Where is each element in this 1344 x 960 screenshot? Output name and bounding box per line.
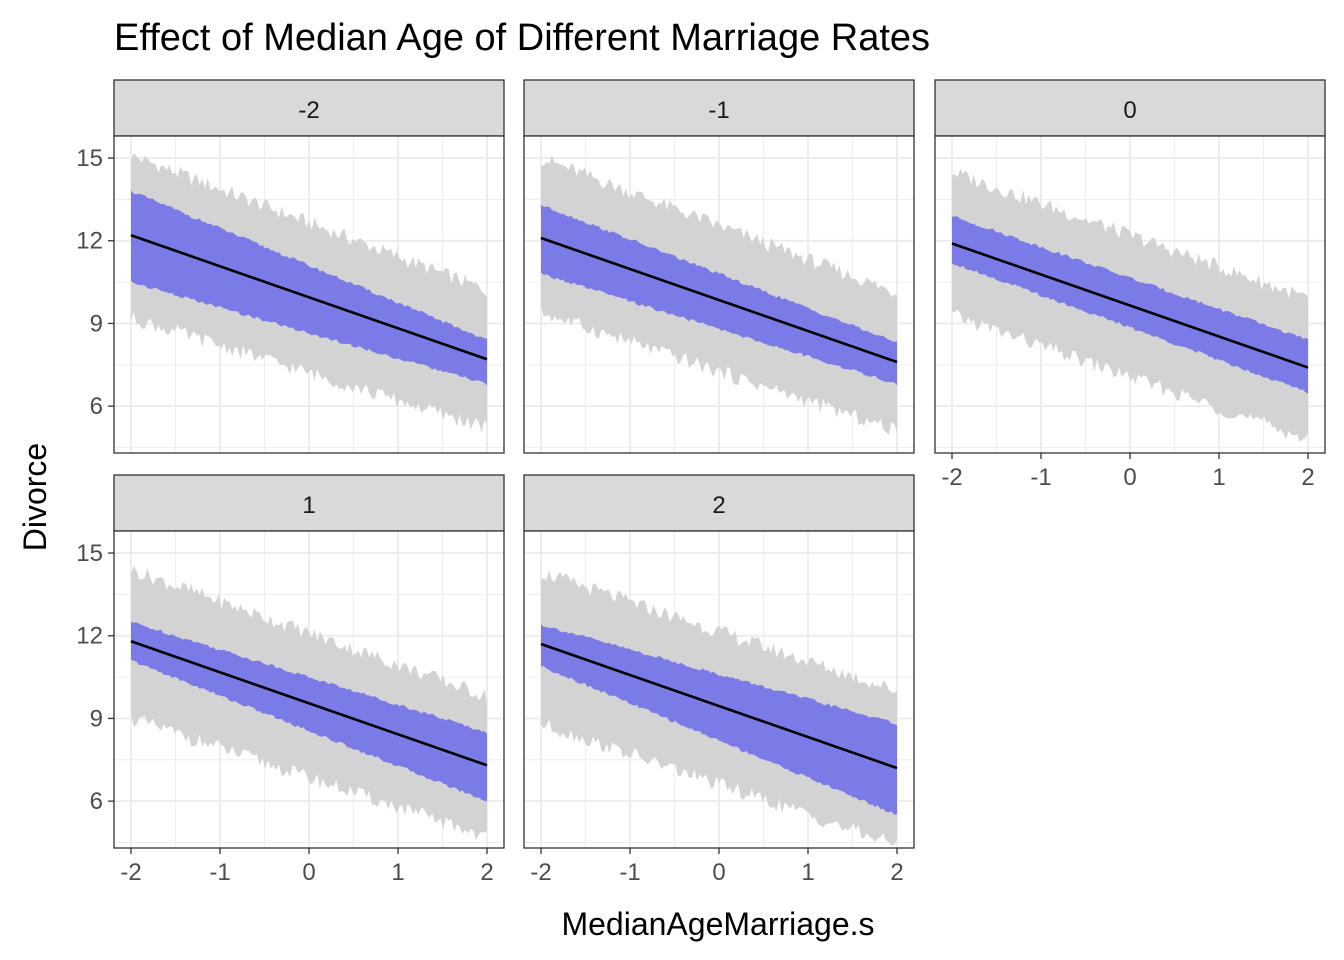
x-tick-label: -2 xyxy=(530,859,551,886)
facet-panel--2: -2 6 9 12 15 xyxy=(76,79,505,454)
facet-strip-label: 2 xyxy=(712,492,725,519)
facet-strip xyxy=(523,79,915,137)
mean-line xyxy=(130,640,488,767)
facet-strip-label: -2 xyxy=(298,97,319,124)
y-tick-label: 6 xyxy=(90,393,103,420)
mean-interval-band xyxy=(131,190,487,386)
facet-strip xyxy=(934,79,1326,137)
mean-line xyxy=(130,234,488,361)
mean-line xyxy=(951,242,1309,369)
facet-panel--1: -1 xyxy=(523,79,915,454)
x-tick-label: 0 xyxy=(302,859,315,886)
facet-strip-label: -1 xyxy=(708,97,729,124)
facet-panel-0: 0 -2 -1 0 1 2 xyxy=(934,79,1326,491)
x-tick-label: 1 xyxy=(391,859,404,886)
x-tick-label: 2 xyxy=(480,859,493,886)
facet-strip xyxy=(523,474,915,532)
y-tick-label: 15 xyxy=(76,145,103,172)
y-tick-label: 9 xyxy=(90,310,103,337)
x-axis-label: MedianAgeMarriage.s xyxy=(561,906,874,942)
mean-interval-band xyxy=(541,204,897,386)
x-tick-label: 2 xyxy=(1301,464,1314,491)
panel-border xyxy=(523,135,915,454)
facet-strip-label: 1 xyxy=(302,492,315,519)
x-tick-label: 1 xyxy=(1212,464,1225,491)
x-tick-label: -2 xyxy=(941,464,962,491)
y-tick-label: 6 xyxy=(90,788,103,815)
y-tick-label: 9 xyxy=(90,705,103,732)
mean-interval-band xyxy=(541,624,897,815)
y-tick-label: 12 xyxy=(76,228,103,255)
panel-border xyxy=(113,135,505,454)
facet-strip xyxy=(113,474,505,532)
x-tick-label: -1 xyxy=(619,859,640,886)
chart-title: Effect of Median Age of Different Marria… xyxy=(114,17,930,59)
y-tick-label: 15 xyxy=(76,540,103,567)
facet-strip xyxy=(113,79,505,137)
mean-line xyxy=(540,236,898,364)
x-tick-label: -1 xyxy=(1030,464,1051,491)
y-tick-label: 12 xyxy=(76,623,103,650)
y-axis-label: Divorce xyxy=(17,443,53,551)
x-tick-label: -2 xyxy=(120,859,141,886)
x-tick-label: 2 xyxy=(890,859,903,886)
x-tick-label: 0 xyxy=(1123,464,1136,491)
mean-line xyxy=(540,642,898,770)
mean-interval-band xyxy=(131,621,487,802)
facet-strip-label: 0 xyxy=(1123,97,1136,124)
x-tick-label: 0 xyxy=(712,859,725,886)
x-tick-label: 1 xyxy=(801,859,814,886)
x-tick-label: -1 xyxy=(209,859,230,886)
facet-panel-2: 2 -2 -1 0 1 2 xyxy=(523,474,915,886)
